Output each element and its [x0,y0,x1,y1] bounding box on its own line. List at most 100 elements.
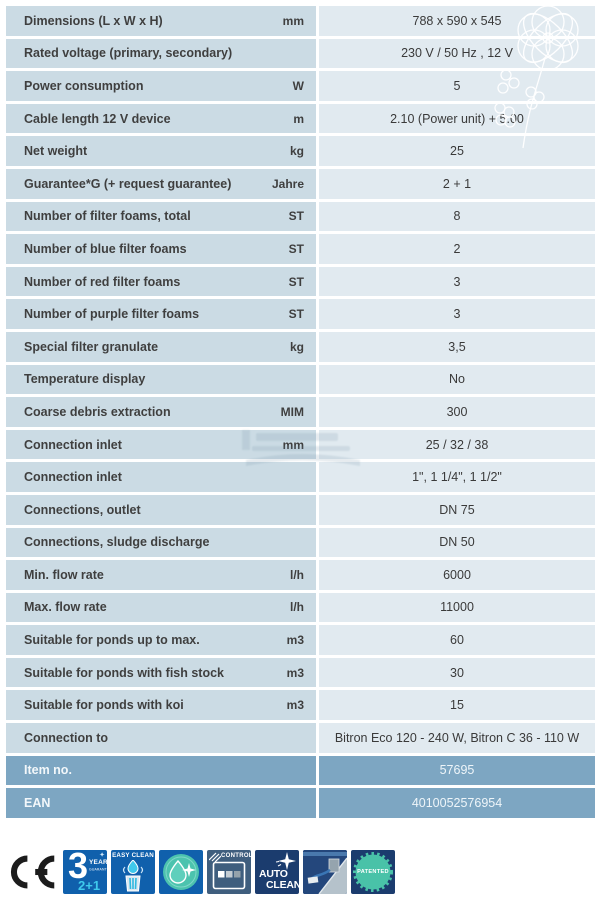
table-row: Min. flow rate l/h 6000 [6,560,595,590]
table-row: Rated voltage (primary, secondary) 230 V… [6,38,595,69]
spec-label: Connections, outlet [24,502,141,517]
spec-unit: mm [282,13,304,28]
badge-easy-clean: EASY CLEAN [111,850,155,894]
spec-label: Cable length 12 V device [24,111,171,126]
spec-table: Dimensions (L x W x H) mm 788 x 590 x 54… [6,6,595,821]
spec-value: DN 50 [319,527,595,558]
spec-label-cell: Suitable for ponds up to max. m3 [6,625,316,655]
spec-value: DN 75 [319,494,595,525]
spec-label-cell: Temperature display [6,364,316,395]
spec-label: Temperature display [24,372,146,387]
spec-value: 3 [319,266,595,297]
table-row: Connection inlet 1", 1 1/4", 1 1/2" [6,462,595,492]
spec-label: Number of blue filter foams [24,241,187,256]
badge-clear-water-guarantee [159,850,203,894]
table-row: Suitable for ponds with fish stock m3 30 [6,657,595,688]
spec-label: Number of filter foams, total [24,209,191,224]
badge-auto-clean: AUTO CLEAN [255,850,299,894]
spec-label: Suitable for ponds with koi [24,698,184,713]
table-row: Number of blue filter foams ST 2 [6,234,595,264]
spec-label-cell: Min. flow rate l/h [6,560,316,590]
patented-label: PATENTED [357,869,389,875]
sparkle-icon: ✦ [99,852,105,859]
control-label: CONTROL [221,853,251,859]
spec-label-cell: Cable length 12 V device m [6,103,316,134]
spec-unit: kg [289,339,304,354]
table-row: Dimensions (L x W x H) mm 788 x 590 x 54… [6,6,595,36]
spec-label: EAN [24,796,51,811]
spec-label: Suitable for ponds up to max. [24,633,200,648]
spec-value: 2 + 1 [319,168,595,199]
table-row: Guarantee*G (+ request guarantee) Jahre … [6,168,595,199]
spec-label-cell: Net weight kg [6,136,316,166]
spec-value: 3 [319,299,595,329]
spec-value: 2.10 (Power unit) + 5.00 [319,103,595,134]
table-row: Suitable for ponds up to max. m3 60 [6,625,595,655]
ce-mark-icon [10,855,55,889]
easy-clean-label: EASY CLEAN [112,852,154,859]
spec-label-cell: Number of red filter foams ST [6,266,316,297]
spec-value: 4010052576954 [319,788,595,818]
spec-value: 57695 [319,755,595,786]
table-row: Number of purple filter foams ST 3 [6,299,595,329]
table-row: Net weight kg 25 [6,136,595,166]
spec-unit: ST [288,241,304,256]
spec-label-cell: Connections, outlet [6,494,316,525]
spec-label-cell: Special filter granulate kg [6,331,316,362]
spec-label-cell: Max. flow rate l/h [6,592,316,623]
spec-label-cell: Connection inlet mm [6,429,316,460]
spec-label-cell: Number of blue filter foams ST [6,234,316,264]
table-row: Connection to Bitron Eco 120 - 240 W, Bi… [6,723,595,753]
water-drop-seal-icon [163,854,199,890]
spec-label: Max. flow rate [24,600,107,615]
spec-unit: ST [288,274,304,289]
spec-label: Special filter granulate [24,339,159,354]
guarantee-sub-label: GUARANTEE [89,867,107,872]
spec-label: Rated voltage (primary, secondary) [24,46,233,61]
table-row: Cable length 12 V device m 2.10 (Power u… [6,103,595,134]
guarantee-years-label: YEARS [89,859,107,866]
table-row: Special filter granulate kg 3,5 [6,331,595,362]
badge-3-years-guarantee: ✦ 3 YEARS GUARANTEE 2+1 [63,850,107,894]
spec-label: Connection inlet [24,470,122,485]
spec-value: 8 [319,201,595,232]
spec-label-cell: Dimensions (L x W x H) mm [6,6,316,36]
table-row: Item no. 57695 [6,755,595,786]
spec-label: Net weight [24,144,88,159]
spec-label: Power consumption [24,78,144,93]
spec-value: No [319,364,595,395]
spec-value: 1", 1 1/4", 1 1/2" [319,462,595,492]
spec-label-cell: Power consumption W [6,71,316,101]
spec-label-cell: Number of purple filter foams ST [6,299,316,329]
spec-unit: m3 [286,665,304,680]
spec-label: Coarse debris extraction [24,404,171,419]
guarantee-years-number: 3 [68,850,89,886]
spec-label-cell: Rated voltage (primary, secondary) [6,38,316,69]
spec-label-cell: Suitable for ponds with koi m3 [6,690,316,721]
sparkle-star-icon [275,852,296,870]
spec-label-cell: Guarantee*G (+ request guarantee) Jahre [6,168,316,199]
table-row: Connections, sludge discharge DN 50 [6,527,595,558]
spec-value: 15 [319,690,595,721]
table-row: Connection inlet mm 25 / 32 / 38 [6,429,595,460]
patented-seal-icon [353,852,393,892]
spec-value: 6000 [319,560,595,590]
spec-unit: m3 [286,633,304,648]
spec-label-cell: Connection to [6,723,316,753]
spec-unit: m3 [286,698,304,713]
auto-clean-label: AUTO CLEAN [259,868,299,891]
spec-value: Bitron Eco 120 - 240 W, Bitron C 36 - 11… [319,723,595,753]
table-row: EAN 4010052576954 [6,788,595,818]
spec-label-cell: Connections, sludge discharge [6,527,316,558]
badge-patented: PATENTED [351,850,395,894]
table-row: Connections, outlet DN 75 [6,494,595,525]
spec-unit: l/h [290,600,304,615]
spec-value: 25 / 32 / 38 [319,429,595,460]
spec-label: Connections, sludge discharge [24,535,210,550]
spec-label: Item no. [24,763,72,778]
spec-label: Number of red filter foams [24,274,181,289]
spec-label: Min. flow rate [24,567,104,582]
spec-value: 30 [319,657,595,688]
spec-value: 25 [319,136,595,166]
filter-basket-drop-icon [122,860,144,892]
